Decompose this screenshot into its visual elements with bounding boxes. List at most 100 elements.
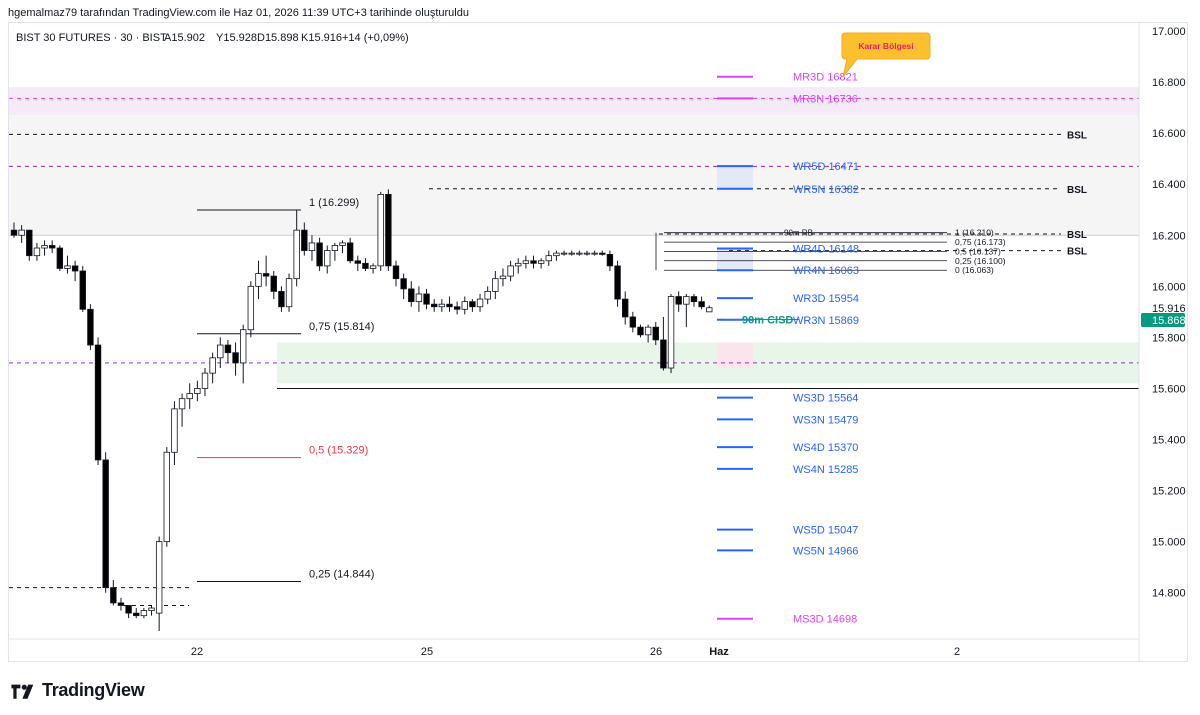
symbol-bar: BIST 30 FUTURES · 30 · BIST A15.902 Y15.… <box>16 32 409 44</box>
candle <box>71 260 79 282</box>
candle-body <box>64 265 71 269</box>
ohlc-high: Y15.928 <box>216 32 257 44</box>
fib-right-label: 0,5 (16.137) <box>955 246 1001 256</box>
lines-layer <box>9 75 1139 620</box>
candle-body <box>285 278 293 308</box>
candle <box>308 235 316 261</box>
candle <box>26 229 33 261</box>
fib-right-label: 0 (16.063) <box>955 265 994 275</box>
pivot-level-label: WR5N 16382 <box>793 184 859 196</box>
pivot-level-label: WS4N 15285 <box>793 464 858 476</box>
candle <box>255 260 262 300</box>
candle <box>553 250 560 261</box>
candle <box>476 293 484 312</box>
candle <box>102 452 109 593</box>
candle-body <box>308 242 316 251</box>
pivot-level-label: WS5D 15047 <box>793 525 858 537</box>
y-tick-label: 15.600 <box>1152 383 1186 395</box>
candle-body <box>507 265 514 277</box>
candle <box>637 324 644 338</box>
bsl-label: BSL <box>1067 247 1087 258</box>
x-axis-layer: 22 25 26 Haz 2 <box>9 638 1139 658</box>
candle <box>545 250 552 266</box>
bsl-label: BSL <box>1067 185 1087 196</box>
price-chart[interactable]: BSL BSL BSL BSL 1 (16.299) 0,75 (15.814) 0,5 (… <box>9 23 1187 661</box>
tradingview-logo-text: TradingView <box>42 680 145 700</box>
candle-body <box>178 398 186 410</box>
candle-body <box>79 270 86 310</box>
candle-body <box>622 298 629 318</box>
candle <box>438 299 446 312</box>
candle-body <box>209 357 216 374</box>
candle <box>117 597 125 611</box>
candle <box>247 281 255 338</box>
candle-body <box>545 255 552 262</box>
fib-left-label: 0,5 (15.329) <box>309 445 368 457</box>
candle-body <box>331 245 339 251</box>
candle <box>415 286 423 312</box>
candle-body <box>247 285 255 331</box>
candle-body <box>423 293 430 305</box>
zone-wr5-box <box>717 166 753 189</box>
candle-body <box>690 296 698 303</box>
candle <box>667 293 675 374</box>
candle-body <box>385 194 392 267</box>
candle <box>492 271 499 300</box>
candle <box>614 260 621 307</box>
ohlc-change: +14 (+0,09%) <box>342 32 409 44</box>
candle <box>591 250 598 256</box>
candle <box>652 322 659 346</box>
candle-body <box>354 260 361 264</box>
zone-pink-box <box>717 342 753 369</box>
candle <box>79 265 86 312</box>
candle <box>515 258 522 274</box>
candle <box>232 342 239 376</box>
candle <box>560 250 568 256</box>
symbol-name: BIST 30 FUTURES · 30 · BIST <box>16 32 167 44</box>
candle-body <box>675 296 682 305</box>
candle-body <box>637 326 644 336</box>
candle <box>453 301 461 315</box>
candle <box>339 240 346 254</box>
candle <box>262 255 270 287</box>
bsl-label: BSL <box>1067 130 1087 141</box>
candle <box>324 245 331 274</box>
pivot-level-label: WS3N 15479 <box>793 414 858 426</box>
candle-body <box>667 296 675 369</box>
candle-body <box>568 252 575 255</box>
candle-body <box>415 293 423 303</box>
y-tick-label: 16.800 <box>1152 77 1186 89</box>
candle-body <box>232 352 239 364</box>
tradingview-logo[interactable]: TradingView <box>10 680 145 701</box>
zone-wr4-box <box>717 248 753 271</box>
candle-body <box>553 252 560 257</box>
candle <box>186 383 193 409</box>
pivot-level-label: WR3D 15954 <box>793 293 859 305</box>
candle-body <box>18 229 25 236</box>
candle-body <box>408 288 415 303</box>
candle-body <box>110 587 117 604</box>
candle-body <box>377 194 384 267</box>
bsl-label: BSL <box>1067 230 1087 241</box>
callout-bubble: Karar Bölgesi <box>841 32 931 78</box>
candle <box>583 250 591 256</box>
pivot-level-label: WR5D 16471 <box>793 161 859 173</box>
candle <box>125 605 132 619</box>
candle <box>285 273 293 312</box>
candle-body <box>476 298 484 308</box>
candle <box>461 296 468 315</box>
candle-body <box>171 408 178 453</box>
candle <box>163 447 170 547</box>
candle-body <box>324 250 331 267</box>
tradingview-logo-icon <box>11 684 34 699</box>
y-tick-label: 15.000 <box>1152 537 1186 549</box>
candle <box>155 536 163 631</box>
candle <box>18 225 25 243</box>
candle <box>576 250 583 256</box>
zone-mr3 <box>9 87 1139 116</box>
candle-body <box>140 610 148 617</box>
chart-frame[interactable]: BSL BSL BSL BSL 1 (16.299) 0,75 (15.814) 0,5 (… <box>8 22 1188 662</box>
candle <box>133 608 140 619</box>
candle-body <box>125 605 132 614</box>
candle-body <box>155 541 163 614</box>
